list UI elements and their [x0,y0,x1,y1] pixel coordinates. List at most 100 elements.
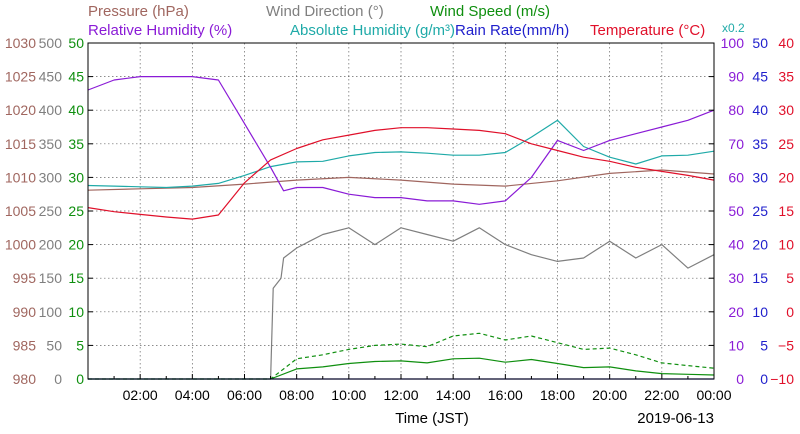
humidity-tick-label: 100 [721,35,745,51]
temperature-tick-label: 10 [778,237,794,253]
wind_speed-tick-label: 20 [68,237,84,253]
legend-label: Wind Speed (m/s) [430,3,550,20]
legend-row-1: Pressure (hPa) Wind Direction (°) Wind Spe… [88,3,550,20]
pressure-tick-label: 1030 [5,35,36,51]
wind_speed-tick-label: 50 [68,35,84,51]
temperature-tick-label: 5 [786,270,794,286]
wind_direction-tick-label: 350 [39,136,63,152]
series-line-relative-humidity [87,76,715,205]
x-axis-label: Time (JST) [395,410,469,427]
x-tick-label: 14:00 [436,387,471,403]
legend-row-2: Relative Humidity (%) Absolute Humidity (… [88,21,745,39]
humidity-tick-label: 80 [728,102,744,118]
date-label: 2019-06-13 [637,410,714,427]
pressure-tick-label: 1025 [5,69,36,85]
wind_speed-tick-label: 45 [68,69,84,85]
rain_rate-tick-label: 50 [752,35,768,51]
pressure-tick-label: 1005 [5,203,36,219]
humidity-tick-label: 40 [728,237,744,253]
wind_speed-tick-label: 40 [68,102,84,118]
temperature-tick-label: 35 [778,69,794,85]
rain_rate-tick-label: 30 [752,169,768,185]
x-tick-label: 08:00 [279,387,314,403]
x-tick-label: 00:00 [696,387,731,403]
wind_speed-tick-label: 25 [68,203,84,219]
wind_direction-tick-label: 150 [39,270,63,286]
series-line-absolute-humidity-g-m-x0-2 [87,119,715,189]
x-tick-label: 04:00 [175,387,210,403]
series-layer [87,76,715,380]
series-line-wind-speed-gust-m-s [88,332,715,380]
temperature-tick-label: −5 [778,337,794,353]
x-tick-label: 12:00 [383,387,418,403]
wind_speed-tick-label: 15 [68,270,84,286]
wind_speed-tick-label: 5 [76,337,84,353]
humidity-tick-label: 20 [728,304,744,320]
humidity-tick-label: 30 [728,270,744,286]
x-tick-label: 02:00 [123,387,158,403]
wind_speed-tick-label: 30 [68,169,84,185]
wind_direction-tick-label: 400 [39,102,63,118]
rain_rate-tick-label: 40 [752,102,768,118]
wind_direction-tick-label: 0 [54,371,62,387]
pressure-tick-label: 990 [13,304,37,320]
wind_direction-tick-label: 250 [39,203,63,219]
wind_speed-tick-label: 0 [76,371,84,387]
grid-lines [88,43,714,379]
temperature-tick-label: 40 [778,35,794,51]
temperature-tick-label: 30 [778,102,794,118]
humidity-tick-label: 70 [728,136,744,152]
x-axis: 02:00 04:00 06:00 08:00 10:00 12:00 14:00 16:00… [113,374,732,403]
wind_direction-tick-label: 300 [39,169,63,185]
pressure-tick-label: 980 [13,371,37,387]
humidity-tick-label: 0 [736,371,744,387]
wind_direction-tick-label: 450 [39,69,63,85]
left-axes: 1030102510201015101010051000995990985980… [5,35,93,387]
rain_rate-tick-label: 15 [752,270,768,286]
rain_rate-tick-label: 10 [752,304,768,320]
humidity-tick-label: 10 [728,337,744,353]
wind_direction-tick-label: 50 [46,337,62,353]
legend-label: x0.2 [722,21,745,35]
series-line-wind-direction [270,227,715,380]
legend-label: Relative Humidity (%) [88,22,232,39]
rain_rate-tick-label: 35 [752,136,768,152]
pressure-tick-label: 1010 [5,169,36,185]
wind_speed-tick-label: 35 [68,136,84,152]
legend-label: Temperature (°C) [590,22,705,39]
temperature-tick-label: 0 [786,304,794,320]
right-axes: 1009080706050403020100504540353025201510… [709,35,794,387]
wind_direction-tick-label: 200 [39,237,63,253]
rain_rate-tick-label: 45 [752,69,768,85]
rain_rate-tick-label: 20 [752,237,768,253]
legend-label: Wind Direction (°) [266,3,384,20]
wind_speed-tick-label: 10 [68,304,84,320]
humidity-tick-label: 90 [728,69,744,85]
x-tick-label: 16:00 [488,387,523,403]
temperature-tick-label: 15 [778,203,794,219]
series-line-temperature-c [87,127,715,220]
x-tick-label: 20:00 [592,387,627,403]
pressure-tick-label: 985 [13,337,37,353]
x-tick-label: 22:00 [644,387,679,403]
series-line-wind-speed-m-s [88,357,715,380]
temperature-tick-label: 25 [778,136,794,152]
rain_rate-tick-label: 0 [760,371,768,387]
legend-label: Pressure (hPa) [88,3,189,20]
series-line-pressure-hpa [87,169,715,191]
humidity-tick-label: 60 [728,169,744,185]
pressure-tick-label: 1000 [5,237,36,253]
humidity-tick-label: 50 [728,203,744,219]
pressure-tick-label: 1015 [5,136,36,152]
rain_rate-tick-label: 25 [752,203,768,219]
wind_direction-tick-label: 500 [39,35,63,51]
temperature-tick-label: 20 [778,169,794,185]
pressure-tick-label: 995 [13,270,37,286]
legend-label: Absolute Humidity (g/m³) [290,22,455,39]
x-tick-label: 06:00 [227,387,262,403]
legend-label: Rain Rate(mm/h) [455,22,569,39]
x-tick-label: 18:00 [540,387,575,403]
rain_rate-tick-label: 5 [760,337,768,353]
pressure-tick-label: 1020 [5,102,36,118]
